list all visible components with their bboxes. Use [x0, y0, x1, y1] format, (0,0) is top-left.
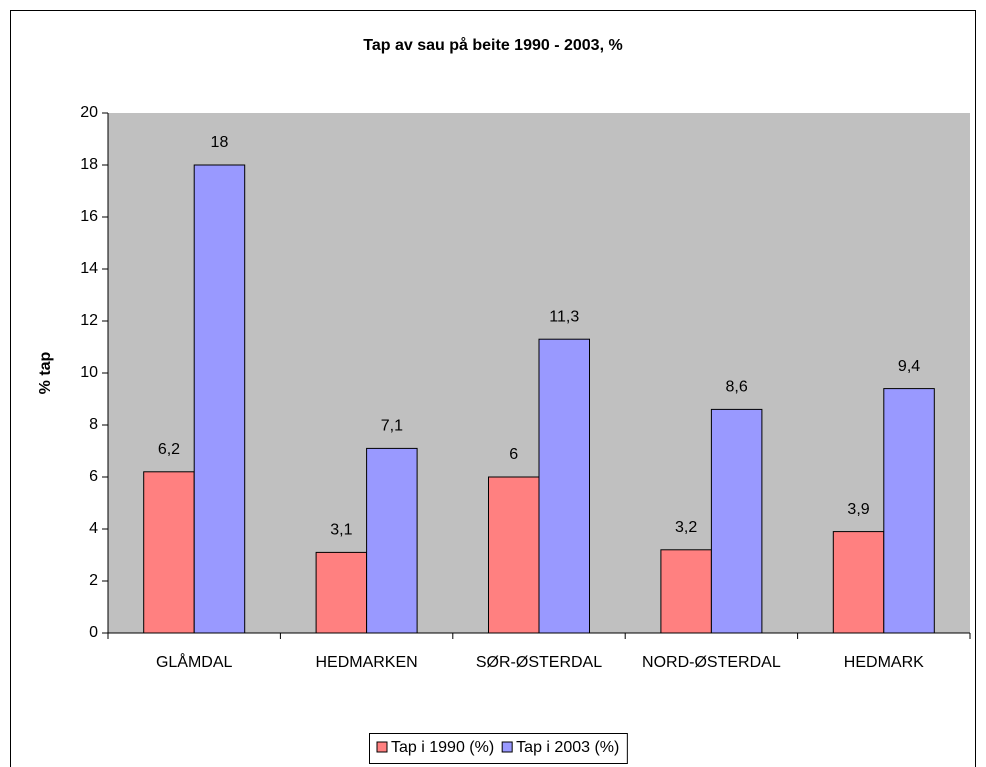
y-tick-label: 2	[89, 572, 98, 589]
x-tick-label: NORD-ØSTERDAL	[642, 654, 781, 671]
bar	[193, 164, 246, 634]
chart-title: Tap av sau på beite 1990 - 2003, %	[363, 36, 622, 54]
y-tick-label: 4	[89, 520, 98, 537]
legend-swatch	[376, 741, 388, 753]
y-tick-label: 10	[80, 364, 98, 381]
bar	[832, 531, 885, 634]
value-label: 18	[211, 134, 229, 151]
x-tick-label: HEDMARK	[844, 654, 924, 671]
bar	[883, 388, 935, 634]
value-label: 9,4	[898, 358, 920, 375]
x-tick-label: SØR-ØSTERDAL	[476, 654, 602, 671]
x-tick-label: GLÅMDAL	[156, 652, 233, 671]
value-label: 3,1	[330, 522, 352, 539]
y-tick-label: 16	[80, 208, 98, 225]
y-tick-label: 0	[89, 624, 98, 641]
legend-box	[369, 733, 628, 764]
bar	[315, 551, 368, 634]
legend-label: Tap i 2003 (%)	[516, 739, 619, 756]
bar	[538, 338, 590, 634]
y-axis-label: % tap	[37, 351, 54, 394]
bar	[143, 471, 195, 634]
value-label: 6,2	[158, 441, 180, 458]
y-tick-label: 6	[89, 468, 98, 485]
y-tick-label: 14	[80, 260, 98, 277]
value-label: 7,1	[381, 418, 403, 435]
y-tick-label: 12	[80, 312, 98, 329]
legend-label: Tap i 1990 (%)	[391, 739, 494, 756]
value-label: 6	[509, 446, 518, 463]
bar	[366, 447, 418, 634]
bar	[710, 408, 763, 634]
y-tick-label: 18	[80, 156, 98, 173]
legend-swatch	[501, 741, 513, 753]
legend: Tap i 1990 (%) Tap i 2003 (%)	[369, 733, 628, 764]
bar	[660, 549, 712, 634]
x-tick-label: HEDMARKEN	[315, 654, 417, 671]
y-tick-label: 20	[80, 104, 98, 121]
value-label: 8,6	[726, 379, 748, 396]
value-label: 11,3	[549, 308, 579, 325]
y-tick-label: 8	[89, 416, 98, 433]
bar	[488, 476, 540, 634]
value-label: 3,2	[675, 519, 697, 536]
value-label: 3,9	[847, 501, 869, 518]
